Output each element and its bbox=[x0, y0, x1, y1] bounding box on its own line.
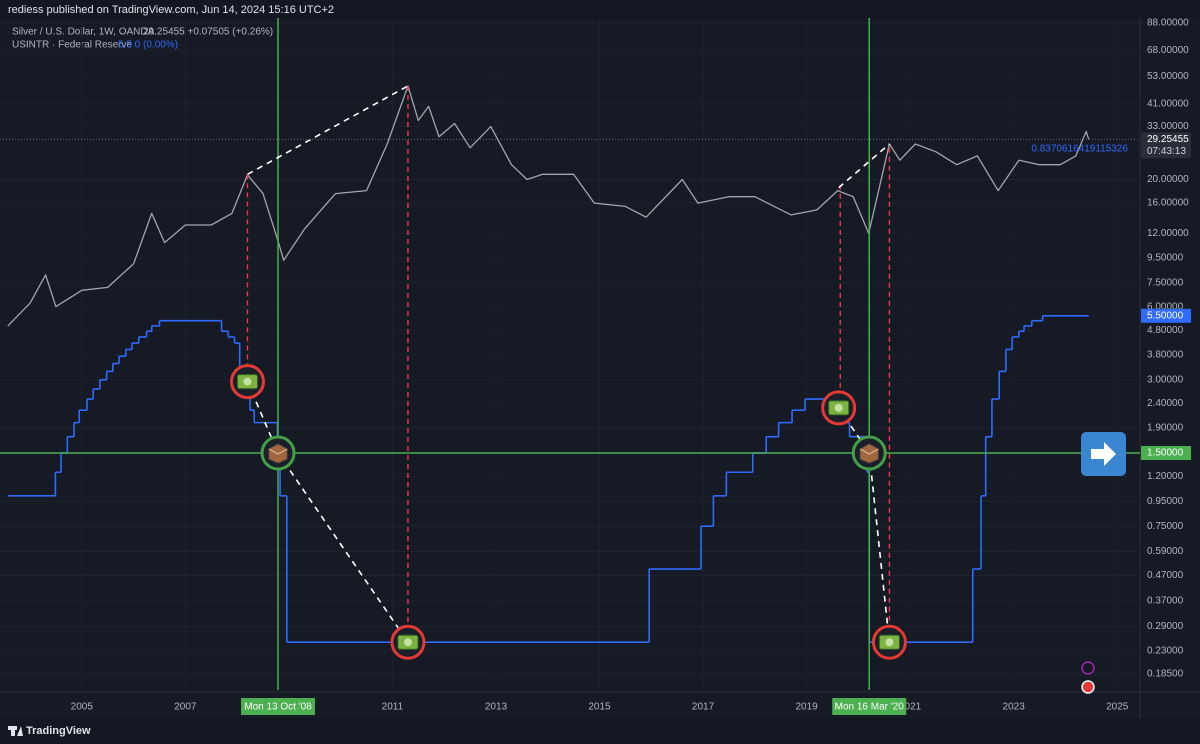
price-badge-label: 1.50000 bbox=[1147, 448, 1184, 459]
y-tick-label: 3.80000 bbox=[1147, 349, 1184, 360]
icon-coin bbox=[885, 638, 894, 647]
y-tick-label: 1.90000 bbox=[1147, 423, 1184, 434]
y-tick-label: 68.00000 bbox=[1147, 45, 1189, 56]
y-tick-label: 0.18500 bbox=[1147, 669, 1184, 680]
y-tick-label: 9.50000 bbox=[1147, 253, 1184, 264]
x-tick-label: 2007 bbox=[174, 702, 197, 713]
y-tick-label: 88.00000 bbox=[1147, 18, 1189, 29]
legend-value-0: 29.25455 +0.07505 (+0.26%) bbox=[143, 27, 273, 38]
price-line bbox=[7, 85, 1090, 327]
y-tick-label: 12.00000 bbox=[1147, 228, 1189, 239]
icon bbox=[821, 390, 857, 426]
y-tick-label: 16.00000 bbox=[1147, 198, 1189, 209]
x-tick-label: 2025 bbox=[1106, 702, 1129, 713]
footer-bar bbox=[0, 718, 1200, 744]
icon bbox=[851, 435, 887, 471]
x-tick-label: 2011 bbox=[382, 702, 404, 713]
y-tick-label: 41.00000 bbox=[1147, 98, 1189, 109]
alert-icon[interactable] bbox=[1081, 661, 1095, 675]
icon bbox=[260, 435, 296, 471]
icon-coin bbox=[834, 403, 843, 412]
y-tick-label: 2.40000 bbox=[1147, 398, 1184, 409]
y-tick-label: 3.00000 bbox=[1147, 374, 1184, 385]
icon-coin bbox=[403, 638, 412, 647]
y-tick-label: 6.00000 bbox=[1147, 301, 1184, 312]
x-tick-label: 2021 bbox=[899, 702, 922, 713]
x-tick-label: 2015 bbox=[588, 702, 611, 713]
legend-series-0: Silver / U.S. Dollar, 1W, OANDA bbox=[12, 27, 155, 38]
y-tick-label: 0.37000 bbox=[1147, 595, 1184, 606]
x-tick-label: 2017 bbox=[692, 702, 715, 713]
y-tick-label: 7.50000 bbox=[1147, 278, 1184, 289]
footer-brand: TradingView bbox=[26, 725, 91, 737]
y-tick-label: 0.95000 bbox=[1147, 496, 1184, 507]
price-badge bbox=[1141, 446, 1191, 461]
y-tick-label: 0.75000 bbox=[1147, 521, 1184, 532]
y-tick-label: 0.47000 bbox=[1147, 570, 1184, 581]
y-tick-label: 4.80000 bbox=[1147, 325, 1184, 336]
price-badge-label: 5.50000 bbox=[1147, 310, 1184, 321]
icon-box-top bbox=[859, 448, 879, 455]
x-tick-label: 2005 bbox=[71, 702, 94, 713]
icon-box-top bbox=[268, 448, 288, 455]
x-tick-label: 2019 bbox=[795, 702, 818, 713]
date-badge bbox=[241, 698, 316, 715]
icon-coin bbox=[243, 377, 252, 386]
y-tick-label: 33.00000 bbox=[1147, 121, 1189, 132]
event-icon[interactable] bbox=[1081, 680, 1095, 694]
icon bbox=[871, 624, 907, 660]
price-badge bbox=[1141, 132, 1191, 159]
logo bbox=[8, 726, 23, 736]
trend-line bbox=[247, 85, 409, 176]
x-tick-label: 2013 bbox=[485, 702, 508, 713]
header-bar bbox=[0, 0, 1200, 18]
y-tick-label: 0.29000 bbox=[1147, 621, 1184, 632]
trend-line bbox=[838, 407, 891, 643]
price-badge-label: 29.25455 bbox=[1147, 134, 1189, 145]
legend-series-1: USINTR · Federal Reserve bbox=[12, 40, 132, 51]
y-tick-label: 0.23000 bbox=[1147, 646, 1184, 657]
price-badge bbox=[1141, 308, 1191, 323]
header: rediess published on TradingView.com, Ju… bbox=[8, 4, 334, 16]
trend-line bbox=[838, 143, 890, 189]
y-tick-label: 1.20000 bbox=[1147, 471, 1184, 482]
icon bbox=[390, 624, 426, 660]
fib-value: 0.8370616419115326 bbox=[1031, 144, 1128, 155]
date-badge-label: Mon 13 Oct '08 bbox=[244, 702, 312, 713]
y-tick-label: 0.59000 bbox=[1147, 546, 1184, 557]
date-badge-label: Mon 16 Mar '20 bbox=[835, 702, 905, 713]
legend-value-1: 5.5 0 (0.00%) bbox=[118, 40, 178, 51]
arrow-button[interactable] bbox=[1081, 432, 1126, 476]
icon bbox=[229, 364, 265, 400]
date-badge bbox=[832, 698, 907, 715]
y-tick-label: 20.00000 bbox=[1147, 174, 1189, 185]
y-tick-label: 53.00000 bbox=[1147, 71, 1189, 82]
countdown: 07:43:13 bbox=[1147, 146, 1186, 157]
x-tick-label: 2023 bbox=[1003, 702, 1026, 713]
